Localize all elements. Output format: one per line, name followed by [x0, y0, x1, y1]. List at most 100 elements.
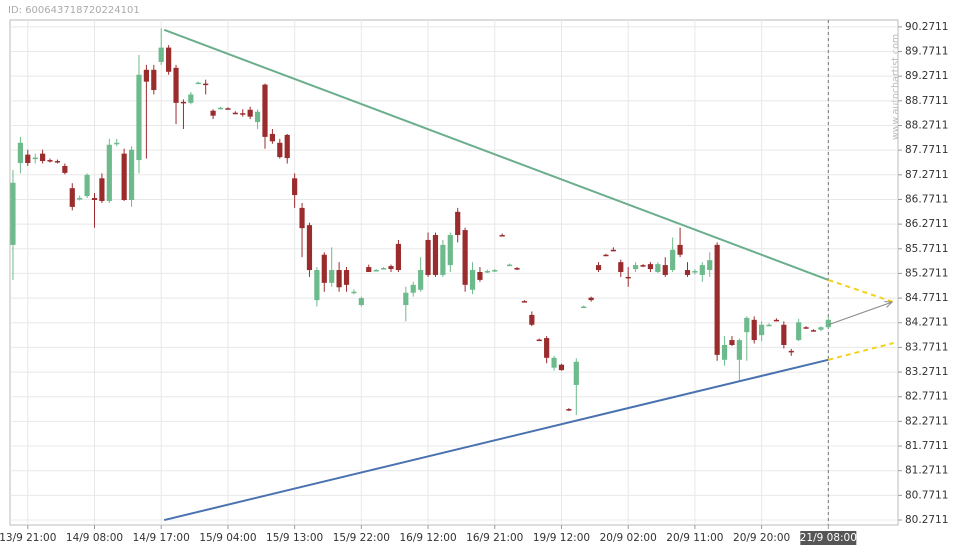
candle-body	[232, 112, 238, 115]
candle-body	[343, 270, 350, 285]
candle-body	[581, 306, 587, 309]
candle-body	[84, 174, 90, 197]
candle-body	[469, 270, 476, 290]
y-tick-label: 80.2711	[905, 514, 948, 526]
plot-frame	[9, 19, 899, 526]
candle-body	[670, 249, 676, 271]
candle-body	[721, 344, 728, 360]
candle-body	[373, 270, 379, 272]
candle-body	[54, 161, 61, 163]
y-tick-label: 90.2711	[905, 21, 948, 33]
y-tick-label: 81.2711	[905, 465, 948, 477]
x-tick-label: 15/9 22:00	[333, 532, 390, 544]
candle-body	[403, 292, 409, 306]
y-tick-label: 80.7711	[905, 489, 948, 501]
y-tick-label: 85.7711	[905, 243, 948, 255]
candle-body	[603, 254, 609, 257]
candle-body	[825, 319, 831, 328]
candle-body	[106, 144, 112, 201]
candle-body	[210, 110, 216, 116]
candle-body	[484, 271, 490, 273]
candle-body	[329, 270, 335, 283]
candle-body	[314, 270, 320, 301]
y-tick-label: 87.7711	[905, 144, 948, 156]
candle-body	[351, 291, 357, 294]
candle-body	[744, 317, 750, 333]
chart-id: ID: 600643718720224101	[8, 5, 140, 16]
y-tick-label: 82.2711	[905, 415, 948, 427]
y-tick-label: 82.7711	[905, 391, 948, 403]
candle-body	[292, 178, 298, 196]
y-tick-label: 89.7711	[905, 46, 948, 58]
candle-body	[544, 338, 550, 358]
y-tick-label: 88.2711	[905, 119, 948, 131]
candle-body	[203, 83, 209, 86]
candle-body	[573, 361, 579, 385]
candle-body	[299, 207, 305, 229]
candle-body	[662, 265, 668, 275]
candle-body	[418, 270, 424, 290]
trendline	[163, 28, 829, 281]
candle-body	[284, 134, 290, 159]
candle-body	[677, 244, 683, 255]
candle-body	[166, 47, 172, 72]
candle-body	[684, 270, 691, 275]
candle-body	[136, 74, 142, 161]
x-tick-label: 21/9 08:00	[800, 532, 857, 544]
candle-body	[714, 244, 720, 355]
candle-body	[217, 107, 224, 110]
candle-body	[647, 264, 654, 270]
x-tick-label: 19/9 12:00	[533, 532, 590, 544]
candle-body	[447, 235, 453, 266]
candle-body	[803, 327, 809, 329]
candle-body	[306, 225, 313, 271]
candle-body	[40, 153, 46, 162]
x-tick-label: 15/9 04:00	[199, 532, 256, 544]
candle-body	[707, 260, 713, 271]
candle-body	[247, 109, 253, 117]
candle-body	[492, 270, 498, 272]
candle-body	[595, 265, 602, 271]
projection	[828, 278, 894, 304]
x-tick-label: 15/9 13:00	[266, 532, 323, 544]
candle-body	[240, 113, 246, 115]
candle-body	[536, 339, 542, 342]
y-tick-label: 81.7711	[905, 440, 948, 452]
candle-body	[506, 264, 513, 267]
y-tick-label: 86.2711	[905, 218, 948, 230]
candle-body	[558, 364, 565, 371]
candle-body	[388, 266, 394, 270]
candle-body	[818, 327, 824, 330]
candle-body	[262, 84, 268, 137]
candle-body	[477, 272, 483, 280]
candle-body	[173, 67, 179, 103]
candle-body	[69, 188, 75, 207]
candle-body	[766, 324, 772, 327]
y-tick-label: 86.7711	[905, 193, 948, 205]
candle-body	[336, 270, 342, 288]
candle-body	[810, 330, 817, 332]
y-tick-label: 84.7711	[905, 292, 948, 304]
y-tick-label: 89.2711	[905, 70, 948, 82]
candle-body	[91, 198, 98, 201]
forecast-arrow	[828, 302, 892, 326]
candle-body	[143, 69, 149, 82]
candle-body	[692, 271, 698, 273]
candle-body	[395, 243, 402, 271]
x-tick-label: 20/9 20:00	[733, 532, 790, 544]
candle-body	[551, 357, 557, 368]
y-tick-label: 85.2711	[905, 267, 948, 279]
candle-body	[521, 301, 528, 303]
candle-body	[277, 142, 283, 158]
y-tick-label: 83.7711	[905, 341, 948, 353]
x-tick-label: 16/9 21:00	[466, 532, 523, 544]
x-tick-label: 20/9 02:00	[600, 532, 657, 544]
candle-body	[462, 230, 468, 285]
candle-body	[640, 265, 646, 267]
candle-body	[759, 324, 765, 336]
candle-body	[655, 264, 661, 273]
candle-body	[121, 153, 127, 201]
candle-body	[25, 154, 31, 164]
